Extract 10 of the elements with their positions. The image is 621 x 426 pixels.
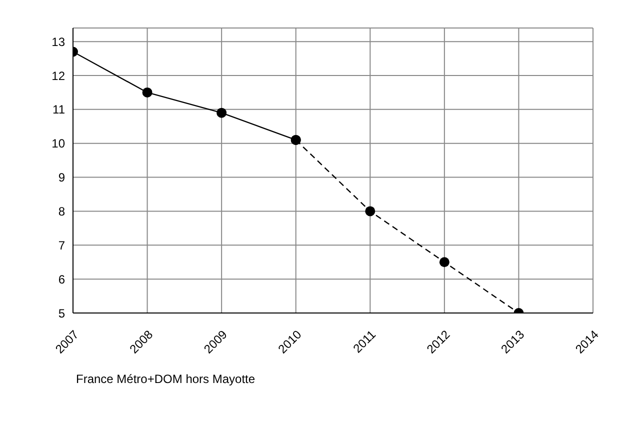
y-tick-label: 9 [58,170,66,185]
y-tick-label: 6 [58,272,66,286]
text: France Métro+DOM hors Mayotte [76,372,256,386]
y-tick-label: 8 [58,204,66,218]
y-tick-label: 11 [52,102,66,117]
y-tick-label: 7 [58,238,66,252]
y-tick-label: 12 [52,68,66,83]
y-tick-label: 13 [52,34,66,49]
y-tick-label: 10 [52,136,66,151]
y-tick-label: 5 [58,306,66,320]
